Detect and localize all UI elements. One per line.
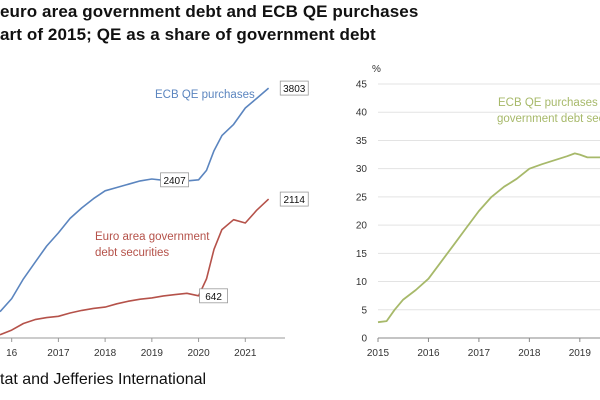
chart-title-line-2: art of 2015; QE as a share of government… (0, 25, 376, 44)
right-y-tick-label: 30 (356, 164, 368, 175)
end-value-label-box (199, 288, 228, 304)
end-value-label: 3803 (283, 84, 306, 95)
right-y-tick-label: 0 (361, 334, 367, 345)
right-y-tick-label: 20 (356, 221, 368, 232)
left-series-annotation: Euro area government (95, 231, 210, 243)
left-chart: 16 2017 2018 2019 2020 2021 ECB QE purchases Eu… (0, 80, 309, 359)
chart-title-line-1: euro area government debt and ECB QE pur… (0, 2, 419, 21)
right-y-tick-label: 45 (356, 80, 368, 91)
source-note: tat and Jefferies International (0, 371, 207, 388)
left-x-tick-label: 16 (6, 348, 18, 359)
right-y-tick-label: 15 (356, 249, 368, 260)
right-x-tick-label: 2015 (367, 348, 390, 359)
end-value-label-box (160, 172, 189, 188)
right-chart: % 0 5 10 15 20 25 30 35 40 45 2015 2016 2017 2018 2019 E… (356, 64, 600, 359)
right-x-tick-label: 2018 (518, 348, 541, 359)
left-x-tick-label: 2021 (234, 348, 257, 359)
left-series-annotation: ECB QE purchases (155, 89, 255, 101)
right-series-annotation: ECB QE purchases as (498, 97, 600, 109)
right-y-tick-label: 40 (356, 108, 368, 119)
right-y-unit: % (372, 64, 381, 75)
right-series-annotation: government debt secu (497, 113, 600, 125)
left-x-tick-label: 2018 (94, 348, 117, 359)
left-x-tick-label: 2017 (47, 348, 70, 359)
right-y-tick-label: 25 (356, 192, 368, 203)
right-y-tick-label: 5 (361, 305, 367, 316)
left-x-tick-label: 2019 (141, 348, 164, 359)
left-x-tick-label: 2020 (187, 348, 210, 359)
qe-share-of-debt-line (377, 152, 600, 324)
ecb-qe-purchases-line (0, 87, 270, 313)
end-value-label-box (279, 80, 309, 96)
right-x-tick-label: 2019 (569, 348, 592, 359)
end-value-label: 2114 (283, 195, 305, 206)
right-y-tick-label: 10 (356, 277, 368, 288)
left-series-annotation: debt securities (95, 247, 169, 259)
right-y-tick-label: 35 (356, 136, 368, 147)
euro-area-debt-line (0, 198, 270, 336)
end-value-label: 642 (205, 292, 222, 303)
right-x-tick-label: 2016 (417, 348, 440, 359)
right-x-tick-label: 2017 (468, 348, 491, 359)
end-value-label-box (279, 191, 309, 207)
end-value-label: 2407 (163, 176, 186, 187)
